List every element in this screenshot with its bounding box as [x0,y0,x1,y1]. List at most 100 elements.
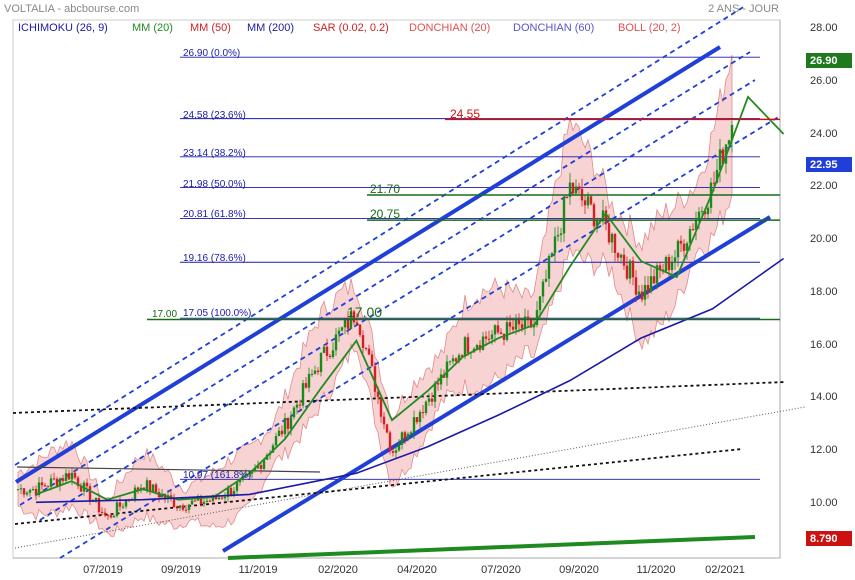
y-tick: 14.00 [810,391,838,403]
candle-body [574,186,578,194]
candle-body [76,477,80,486]
chart-title: VOLTALIA - abcbourse.com [4,3,139,15]
candle-body [250,471,254,474]
candle-body [583,200,587,206]
candle-body [109,515,113,518]
candle-body [730,124,734,141]
candle-body [604,210,608,224]
legend-mm200: MM (200) [247,22,294,34]
candle-body [283,417,287,435]
candle-body [718,149,722,170]
candle-body [685,243,689,251]
candle-body [106,514,110,516]
candle-body [559,233,563,236]
legend-donchian60: DONCHIAN (60) [513,22,594,34]
candle-body [31,489,35,491]
candle-body [25,492,29,495]
level-label-1700-mid: 17.00 [347,304,382,320]
candle-body [676,240,680,258]
candle-body [577,186,581,189]
candle-body [103,512,107,515]
y-tick: 24.00 [810,128,838,140]
candle-body [484,336,488,339]
candle-body [496,325,500,333]
candle-body [646,284,650,292]
candle-body [352,311,356,323]
candle-body [379,396,383,417]
candle-body [364,347,368,349]
candle-body [208,500,212,502]
candle-body [688,229,692,244]
candle-body [616,252,620,258]
fib-label-2: 23.14 (38.2%) [183,148,246,159]
candle-body [385,424,389,433]
candle-body [622,254,626,266]
channel-dash-2 [19,51,751,506]
candle-body [367,348,371,355]
legend-boll: BOLL (20, 2) [618,22,681,34]
channel-dash-4 [59,115,781,559]
y-tick: 28.00 [810,22,838,34]
candle-body [493,325,497,335]
legend-mm20: MM (20) [132,22,173,34]
candle-body [361,335,365,348]
candle-body [151,484,155,492]
candle-body [58,478,62,486]
candle-body [148,480,152,492]
candle-body [49,478,53,487]
candle-body [175,507,179,509]
candle-body [532,324,536,328]
candle-body [217,497,221,500]
candle-body [415,417,419,423]
chart-period: 2 ANS - JOUR [708,3,779,15]
candle-body [448,361,452,363]
candle-body [358,324,362,336]
candle-body [673,257,677,263]
candle-body [319,352,323,373]
candle-body [550,253,554,256]
candle-body [382,416,386,425]
candle-body [97,498,101,512]
candle-body [544,278,548,282]
candle-body [463,337,467,357]
y-tick: 22.00 [810,180,838,192]
level-label-2170: 21.70 [370,182,400,196]
x-tick: 07/2020 [481,564,521,576]
candle-body [280,430,284,435]
candle-body [220,497,224,499]
candle-body [649,276,653,292]
candle-body [505,322,509,340]
candle-body [511,326,515,330]
candle-body [346,318,350,329]
y-tick: 16.00 [810,339,838,351]
candle-body [562,196,566,234]
fib-label-4: 20.81 (61.8%) [183,209,246,220]
candle-body [184,509,188,511]
candle-body [46,486,50,488]
candle-body [124,499,128,507]
candle-body [631,260,635,278]
candle-body [133,487,137,500]
candle-body [637,291,641,295]
x-tick: 04/2020 [397,564,437,576]
candle-body [439,374,443,385]
candle-body [571,182,575,194]
price-tag-low: 8.790 [806,531,852,546]
candle-body [628,260,632,279]
fib-label-6: 17.05 (100.0%) [183,308,251,319]
candle-body [136,487,140,491]
candle-body [331,350,335,357]
candle-body [715,169,719,183]
ma20-line [35,95,785,501]
candle-body [226,487,230,497]
price-tag-current-text: 22.95 [810,159,838,171]
y-tick: 20.00 [810,233,838,245]
candle-body [682,243,686,251]
candle-body [112,515,116,518]
candle-body [445,361,449,378]
candle-body [79,485,83,492]
candle-body [595,220,599,227]
candle-body [376,391,380,397]
